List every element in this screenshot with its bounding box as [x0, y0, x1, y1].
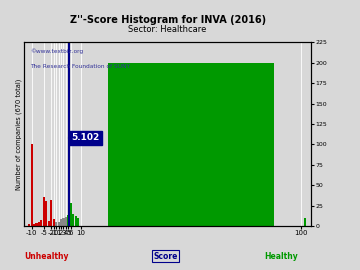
- Bar: [28, 224, 30, 226]
- Text: Sector: Healthcare: Sector: Healthcare: [129, 25, 207, 34]
- Text: 5.102: 5.102: [71, 133, 100, 142]
- Bar: [60, 219, 62, 226]
- Bar: [38, 222, 40, 226]
- Bar: [58, 222, 60, 226]
- Bar: [45, 201, 48, 226]
- Bar: [75, 216, 77, 226]
- Bar: [65, 217, 67, 226]
- Title: Z''-Score Histogram for INVA (2016): Z''-Score Histogram for INVA (2016): [69, 15, 266, 25]
- Bar: [72, 214, 74, 226]
- Bar: [304, 218, 306, 226]
- Text: The Research Foundation of SUNY: The Research Foundation of SUNY: [30, 65, 130, 69]
- Bar: [67, 215, 69, 226]
- Bar: [77, 218, 79, 226]
- Bar: [48, 221, 50, 226]
- Bar: [33, 224, 35, 226]
- Text: Score: Score: [153, 252, 178, 261]
- Bar: [108, 63, 274, 226]
- Bar: [50, 200, 52, 226]
- Y-axis label: Number of companies (670 total): Number of companies (670 total): [15, 79, 22, 190]
- Text: Unhealthy: Unhealthy: [24, 252, 69, 261]
- Bar: [55, 222, 57, 226]
- Bar: [70, 203, 72, 226]
- Bar: [36, 224, 37, 226]
- Bar: [53, 220, 55, 226]
- Bar: [40, 220, 42, 226]
- Text: ©www.textbiz.org: ©www.textbiz.org: [30, 48, 83, 53]
- Bar: [31, 144, 33, 226]
- Bar: [43, 197, 45, 226]
- Bar: [62, 218, 64, 226]
- Text: Healthy: Healthy: [264, 252, 298, 261]
